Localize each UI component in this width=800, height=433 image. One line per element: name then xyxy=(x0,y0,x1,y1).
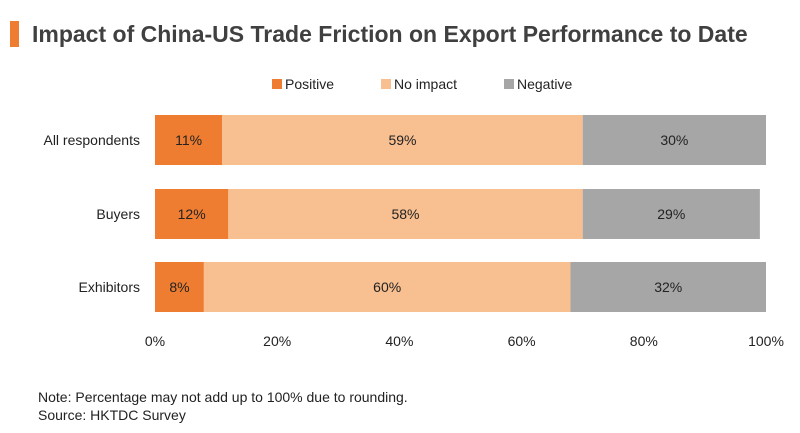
bar-buyers-no-impact xyxy=(228,189,583,239)
x-tick-label-100: 100% xyxy=(748,333,784,349)
x-tick-label-20: 20% xyxy=(263,333,291,349)
chart-title: Impact of China-US Trade Friction on Exp… xyxy=(32,20,748,47)
data-label-buyers-positive: 12% xyxy=(178,206,206,222)
bar-exhibitors-no-impact xyxy=(203,262,571,312)
x-tick-label-80: 80% xyxy=(630,333,658,349)
legend-label-negative: Negative xyxy=(517,76,572,92)
data-label-buyers-negative: 29% xyxy=(657,206,685,222)
x-tick-label-40: 40% xyxy=(385,333,413,349)
category-label-all-respondents: All respondents xyxy=(43,132,140,148)
data-label-exhibitors-no-impact: 60% xyxy=(373,279,401,295)
data-label-all-respondents-positive: 11% xyxy=(175,132,202,148)
title-accent-bar xyxy=(10,21,19,47)
data-label-all-respondents-no-impact: 59% xyxy=(388,132,416,148)
legend-swatch-no-impact xyxy=(381,79,391,89)
bar-buyers-positive xyxy=(155,189,229,239)
footnote-source: Source: HKTDC Survey xyxy=(38,407,186,423)
data-label-exhibitors-positive: 8% xyxy=(169,279,189,295)
bar-all-respondents-negative xyxy=(582,115,766,165)
data-label-exhibitors-negative: 32% xyxy=(654,279,682,295)
bar-exhibitors-positive xyxy=(155,262,204,312)
footnotes: Note: Percentage may not add up to 100% … xyxy=(38,388,408,424)
category-label-buyers: Buyers xyxy=(96,206,140,222)
x-tick-label-60: 60% xyxy=(508,333,536,349)
bar-exhibitors-negative xyxy=(570,262,766,312)
bar-all-respondents-no-impact xyxy=(222,115,583,165)
bar-all-respondents-positive xyxy=(155,115,223,165)
category-label-exhibitors: Exhibitors xyxy=(79,279,140,295)
legend-label-positive: Positive xyxy=(285,76,334,92)
legend-label-no-impact: No impact xyxy=(394,76,457,92)
legend-swatch-negative xyxy=(504,79,514,89)
data-label-all-respondents-negative: 30% xyxy=(660,132,688,148)
x-tick-label-0: 0% xyxy=(145,333,165,349)
legend-swatch-positive xyxy=(272,79,282,89)
chart-title-block: Impact of China-US Trade Friction on Exp… xyxy=(10,14,748,54)
data-label-buyers-no-impact: 58% xyxy=(391,206,419,222)
footnote-note: Note: Percentage may not add up to 100% … xyxy=(38,389,408,405)
bar-buyers-negative xyxy=(582,189,760,239)
